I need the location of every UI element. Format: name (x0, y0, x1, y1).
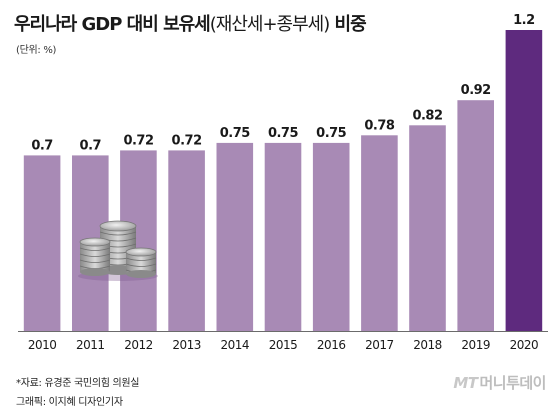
bar-2016 (312, 142, 350, 331)
value-label-2020: 1.2 (513, 13, 535, 28)
title-tail: 비중 (329, 14, 367, 35)
bar-2015 (264, 142, 302, 331)
x-tick-label-2018: 2018 (413, 338, 442, 352)
bar-2020 (505, 30, 543, 331)
bar-2010 (23, 155, 61, 331)
bar-2017 (361, 135, 398, 331)
bar-2019 (457, 100, 494, 331)
value-label-2011: 0.7 (80, 138, 102, 153)
value-label-2017: 0.78 (364, 118, 395, 133)
x-tick-label-2017: 2017 (365, 338, 394, 352)
bar-2014 (216, 142, 254, 331)
brand-logo: MT 머니투데이 (453, 372, 546, 393)
value-label-2016: 0.75 (316, 126, 347, 141)
bar-2013 (168, 150, 205, 331)
x-tick-label-2014: 2014 (221, 338, 250, 352)
title-paren: (재산세+종부세) (209, 14, 330, 35)
graphic-credit: 그래픽: 이지혜 디자인기자 (16, 397, 123, 408)
x-tick-label-2019: 2019 (461, 338, 490, 352)
x-tick-label-2020: 2020 (510, 338, 539, 352)
value-label-2010: 0.7 (31, 138, 53, 153)
logo-text: 머니투데이 (479, 374, 546, 392)
value-label-2019: 0.92 (461, 83, 491, 98)
x-tick-label-2011: 2011 (76, 338, 105, 352)
x-tick-label-2016: 2016 (317, 338, 346, 352)
unit-label: (단위: %) (16, 45, 57, 56)
bar-2018 (409, 125, 446, 331)
value-label-2014: 0.75 (220, 126, 251, 141)
logo-mark: MT (453, 374, 478, 392)
x-tick-label-2010: 2010 (28, 338, 57, 352)
value-label-2018: 0.82 (412, 108, 442, 123)
value-label-2012: 0.72 (123, 133, 153, 148)
x-tick-label-2013: 2013 (172, 338, 201, 352)
x-tick-label-2012: 2012 (124, 338, 153, 352)
title-main: 우리나라 GDP 대비 보유세 (14, 14, 211, 35)
chart-title: 우리나라 GDP 대비 보유세(재산세+종부세) 비중 (14, 10, 367, 36)
source-note: *자료: 유경준 국민의힘 의원실 (16, 378, 140, 389)
x-tick-label-2015: 2015 (269, 338, 298, 352)
coin-stack-illustration (78, 220, 158, 281)
value-label-2013: 0.72 (172, 133, 202, 148)
value-label-2015: 0.75 (268, 126, 299, 141)
